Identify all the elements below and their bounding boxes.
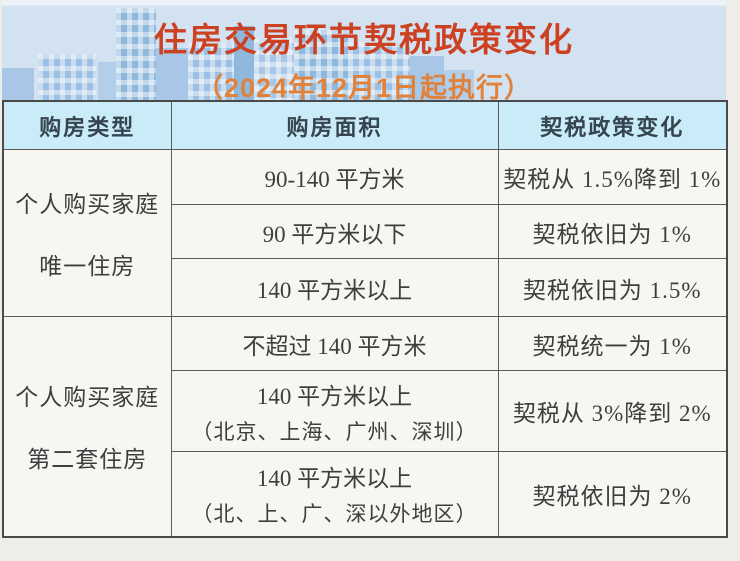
buyer-type-line1: 个人购买家庭 <box>15 385 160 411</box>
building-icon <box>294 30 348 100</box>
cell-area: 90-140 平方米 <box>170 149 499 205</box>
table-row: 140 平方米以上 （北、上、广、深以外地区） 契税依旧为 2% <box>3 451 728 537</box>
infographic-frame: 住房交易环节契税政策变化 （2024年12月1日起执行） 购房类型 购房面积 契… <box>2 0 728 538</box>
table-row: 个人购买家庭 第二套住房 不超过 140 平方米 契税统一为 1% <box>2 316 728 537</box>
col-header-area: 购房面积 <box>170 100 499 150</box>
col-header-buyer-type: 购房类型 <box>2 100 172 150</box>
building-icon <box>98 62 116 100</box>
table-row: 90 平方米以下 契税依旧为 1% <box>3 204 728 259</box>
cell-area: 不超过 140 平方米 <box>170 316 499 371</box>
header-banner: 住房交易环节契税政策变化 （2024年12月1日起执行） <box>2 0 726 100</box>
buyer-type-line1: 个人购买家庭 <box>15 192 160 217</box>
cell-policy: 契税从 3%降到 2% <box>497 370 728 452</box>
building-icon <box>444 70 474 100</box>
area-main: 140 平方米以上 <box>256 383 413 409</box>
area-note: （北、上、广、深以外地区） <box>191 502 478 527</box>
header-row: 购房类型 购房面积 契税政策变化 <box>2 100 728 150</box>
building-icon <box>116 8 156 100</box>
building-icon <box>188 43 234 100</box>
page-title: 住房交易环节契税政策变化 <box>154 21 574 58</box>
cell-policy: 契税从 1.5%降到 1% <box>497 149 728 205</box>
table-row: 个人购买家庭 唯一住房 90-140 平方米 契税从 1.5%降到 1% <box>2 149 728 317</box>
cell-policy: 契税依旧为 1.5% <box>497 258 728 317</box>
deed-tax-policy-table: 购房类型 购房面积 契税政策变化 个人购买家庭 唯一住房 90-140 平方米 … <box>2 100 728 538</box>
building-icon <box>348 42 410 100</box>
city-skyline-icon <box>2 0 726 100</box>
building-icon <box>254 38 294 100</box>
building-icon <box>410 56 444 100</box>
cell-area: 140 平方米以上 （北京、上海、广州、深圳） <box>170 370 499 452</box>
cell-area: 140 平方米以上 （北、上、广、深以外地区） <box>170 451 499 537</box>
building-icon <box>2 68 34 100</box>
cell-buyer-type: 个人购买家庭 唯一住房 <box>2 149 172 317</box>
area-note: （北京、上海、广州、深圳） <box>191 419 478 444</box>
cell-policy: 契税依旧为 1% <box>497 204 728 259</box>
area-main: 140 平方米以上 <box>256 466 413 492</box>
table-row: 140 平方米以上 （北京、上海、广州、深圳） 契税从 3%降到 2% <box>3 370 728 452</box>
page-subtitle: （2024年12月1日起执行） <box>195 73 533 100</box>
cell-buyer-type: 个人购买家庭 第二套住房 <box>2 316 172 537</box>
table-row: 140 平方米以上 契税依旧为 1.5% <box>3 258 728 317</box>
building-icon <box>38 54 96 100</box>
buyer-type-line2: 第二套住房 <box>27 447 148 473</box>
cell-policy: 契税统一为 1% <box>497 316 728 371</box>
cell-area: 140 平方米以上 <box>170 258 499 317</box>
building-icon <box>234 26 254 100</box>
cell-area: 90 平方米以下 <box>170 204 499 259</box>
building-icon <box>156 48 188 100</box>
col-header-policy-change: 契税政策变化 <box>497 100 728 150</box>
cell-policy: 契税依旧为 2% <box>497 451 728 537</box>
buyer-type-line2: 唯一住房 <box>39 254 136 279</box>
